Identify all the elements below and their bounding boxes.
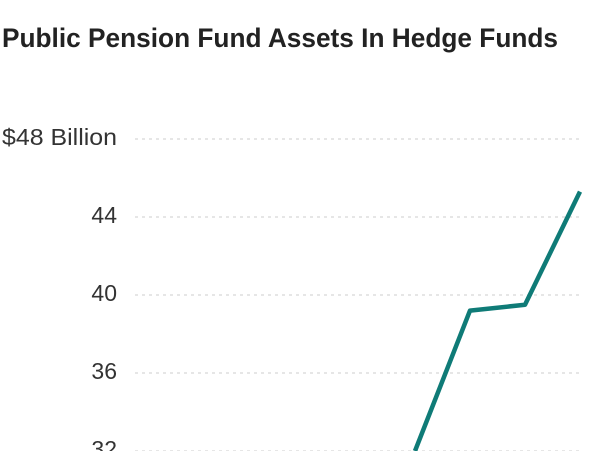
y-tick-label: 36 bbox=[91, 358, 117, 384]
y-tick-label: $48 Billion bbox=[2, 124, 117, 150]
chart-title: Public Pension Fund Assets In Hedge Fund… bbox=[2, 23, 558, 53]
y-tick-label: 40 bbox=[91, 280, 117, 306]
y-tick-label: 44 bbox=[91, 202, 117, 228]
data-line bbox=[412, 190, 583, 451]
y-tick-label: 32 bbox=[91, 436, 117, 451]
